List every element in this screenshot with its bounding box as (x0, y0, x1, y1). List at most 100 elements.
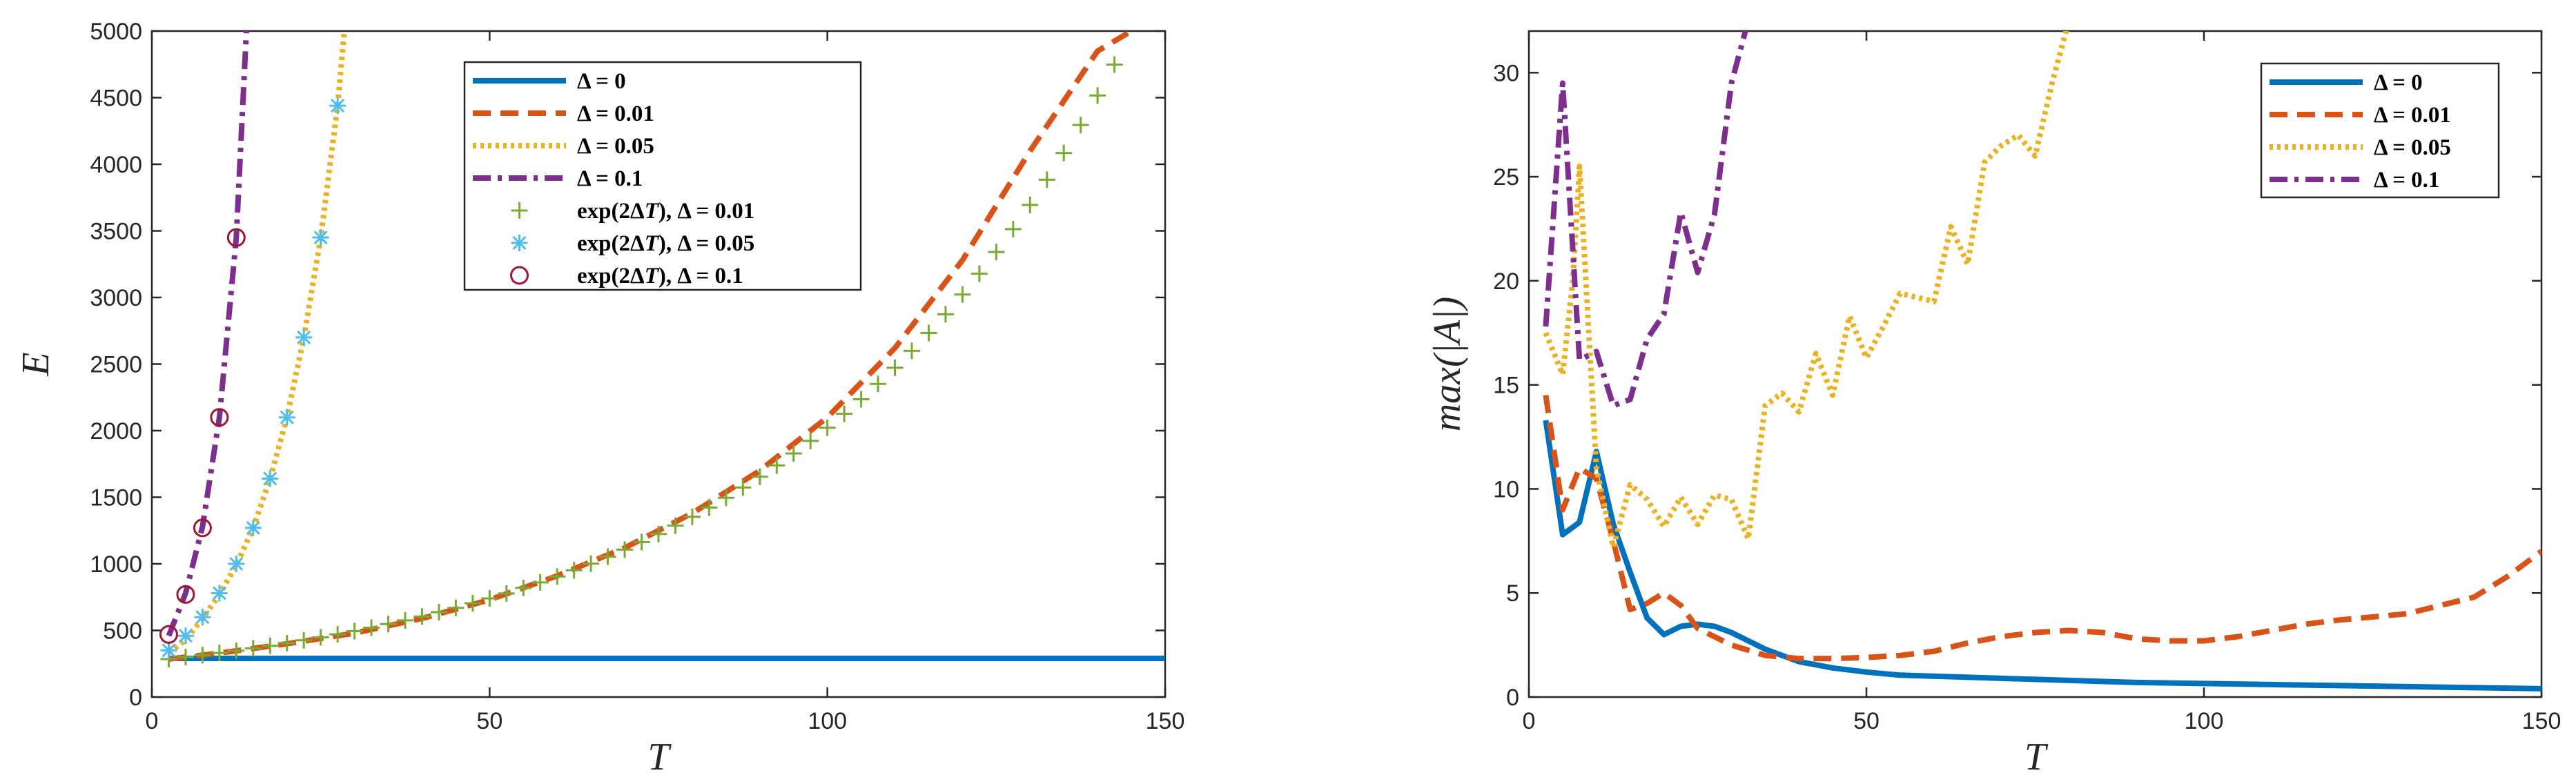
series-4-marker (920, 324, 937, 342)
y-tick-label: 5 (1506, 580, 1519, 607)
axes-box (1528, 30, 2543, 698)
series-4-marker (683, 508, 701, 525)
y-tick-label: 25 (1493, 164, 1519, 190)
series-4-marker (515, 579, 532, 596)
legend: Δ = 0 Δ = 0.01 Δ = 0.05 Δ = 0.1 (2260, 62, 2500, 199)
legend-label-part: T (645, 264, 660, 288)
series-4-marker (346, 623, 363, 640)
series-4-marker (650, 525, 667, 542)
legend-label-5: exp(2ΔT), Δ = 0.05 (577, 231, 754, 256)
series-4-marker (1089, 87, 1106, 104)
x-axis-title: T (647, 736, 672, 778)
series-4-marker (278, 634, 295, 651)
series-4-marker (177, 649, 194, 666)
x-tick-label: 0 (146, 708, 159, 734)
x-tick-label: 150 (1146, 708, 1185, 734)
series-5-marker (262, 470, 279, 487)
legend-label-part: exp(2Δ (577, 264, 645, 288)
series-4-marker (1004, 220, 1022, 237)
series-4-marker (937, 306, 954, 323)
series-4-marker (194, 647, 211, 664)
legend-label-part: Δ = 0.05 (2374, 135, 2451, 160)
series-4-marker (633, 533, 650, 551)
y-tick-label: 30 (1493, 60, 1519, 86)
legend-label-part: T (645, 199, 660, 224)
legend-label-part: ), Δ = 0.1 (658, 264, 743, 288)
series-4-marker (954, 286, 971, 303)
legend-label-3: Δ = 0.1 (577, 166, 643, 191)
series-4-marker (667, 517, 684, 534)
y-tick-label: 20 (1493, 268, 1519, 295)
series-4-marker (413, 608, 431, 625)
series-4-marker (228, 642, 245, 659)
series-4-marker (616, 541, 634, 558)
x-tick-label: 100 (2185, 708, 2224, 734)
y-tick-label: 500 (103, 618, 142, 645)
legend-box (463, 61, 862, 291)
y-tick-label: 1000 (90, 551, 142, 578)
series-6-marker (210, 408, 229, 427)
x-tick-label: 50 (476, 708, 502, 734)
y-tick-label: 0 (129, 685, 142, 711)
series-4-marker (768, 457, 786, 474)
y-tick-label: 10 (1493, 476, 1519, 502)
series-4-marker (852, 391, 870, 408)
series-4-marker (295, 631, 313, 649)
series-line-3 (166, 31, 249, 637)
series-5-marker (329, 97, 347, 115)
plot-area (1543, 31, 2541, 692)
legend-label-1: Δ = 0.01 (2374, 103, 2451, 128)
series-6-marker (159, 625, 178, 644)
series-6-marker (193, 518, 212, 538)
series-5-marker (177, 627, 194, 645)
series-4-marker (583, 555, 600, 572)
series-5-marker (160, 642, 177, 659)
x-tick-label: 150 (2522, 708, 2562, 734)
y-axis-title: max(|A|) (1426, 297, 1469, 432)
left-plot: 0 50 100 1500500100015002000250030003500400… (14, 19, 1184, 778)
legend-label-2: Δ = 0.05 (2374, 135, 2451, 160)
series-4-marker (717, 489, 734, 507)
legend-label-6: exp(2ΔT), Δ = 0.1 (577, 264, 743, 288)
x-tick-label: 50 (1853, 708, 1880, 734)
y-tick-label: 2000 (90, 418, 142, 444)
legend-label-part: ), Δ = 0.05 (658, 231, 754, 256)
x-tick-label: 100 (808, 708, 847, 734)
legend-box (2260, 62, 2500, 199)
series-4-marker (363, 619, 380, 636)
series-4-marker (312, 629, 329, 646)
x-axis-title: T (2024, 736, 2049, 778)
series-4-marker (970, 265, 988, 282)
series-5-marker (278, 409, 295, 426)
legend-label-part: Δ = 0.05 (577, 134, 654, 159)
series-4-marker (244, 640, 262, 657)
series-4-marker (904, 342, 920, 360)
y-tick-label: 3500 (90, 219, 142, 245)
legend-label-part: ), Δ = 0.01 (658, 199, 754, 224)
series-4-marker (531, 574, 549, 591)
legend-label-part: Δ = 0.1 (2374, 168, 2439, 193)
series-4-marker (785, 445, 802, 462)
y-tick-label: 3000 (90, 285, 142, 311)
series-line-0 (1543, 420, 2541, 692)
series-4-marker (1038, 171, 1055, 188)
legend-label-part: Δ = 0 (577, 69, 626, 94)
series-4-marker (329, 626, 347, 643)
plot-area (159, 31, 1165, 667)
legend-label-part: Δ = 0.01 (2374, 103, 2451, 128)
series-4-marker (1022, 197, 1039, 214)
series-4-marker (988, 244, 1005, 261)
legend-swatch-4 (511, 202, 528, 219)
series-4-marker (447, 599, 465, 616)
y-tick-label: 0 (1506, 685, 1519, 711)
series-4-marker (430, 604, 447, 621)
series-4-marker (1055, 144, 1073, 161)
legend-swatch-6 (510, 266, 529, 285)
series-4-marker (734, 479, 752, 496)
series-4-marker (1072, 117, 1089, 134)
series-4-marker (886, 359, 904, 376)
series-6-marker (176, 585, 195, 604)
